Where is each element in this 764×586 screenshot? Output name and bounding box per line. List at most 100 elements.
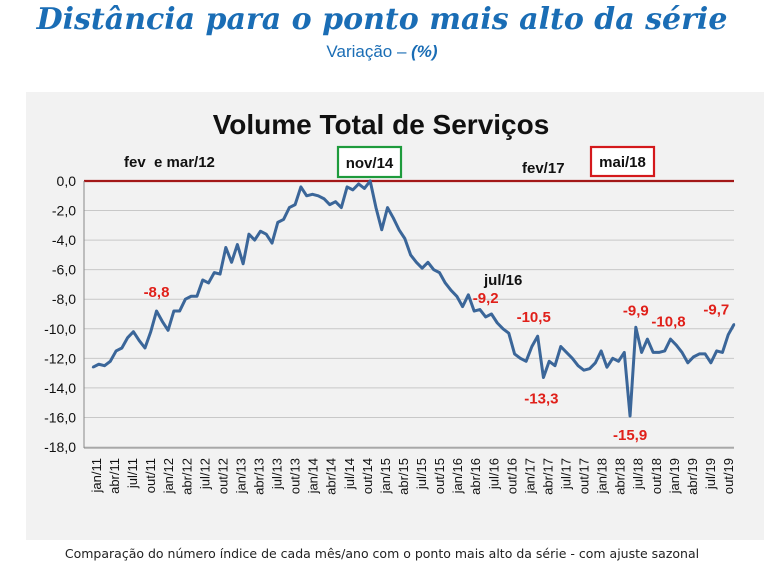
data-point [594,361,597,364]
x-tick-label: abr/17 [540,458,555,495]
x-tick-label: jan/13 [233,458,248,494]
data-point [270,241,274,245]
data-point [265,233,268,236]
x-tick-label: abr/18 [613,458,628,495]
data-point [420,266,424,270]
x-tick-label: out/16 [504,458,519,494]
x-tick-label: abr/13 [252,458,267,495]
data-label: -13,3 [524,391,558,408]
data-point [207,281,210,285]
y-tick-label: -4,0 [52,232,76,248]
data-point [490,312,493,316]
y-tick-label: -12,0 [44,350,76,366]
page-subtitle: Variação – (%) [0,42,764,62]
data-point [640,351,643,354]
y-tick-label: -10,0 [44,321,76,337]
data-point [663,349,666,353]
data-point [588,367,591,370]
data-point [293,203,297,206]
data-point [472,309,476,313]
data-point [524,360,528,363]
data-point [340,206,343,209]
x-tick-label: jan/11 [89,458,104,493]
chart-title: Volume Total de Serviços [213,109,550,140]
subtitle-prefix: Variação – [326,42,412,61]
data-point [646,337,649,341]
data-point [438,271,441,274]
x-tick-label: out/12 [215,458,230,494]
data-point [559,345,562,348]
data-point [317,194,320,197]
data-point [703,352,707,356]
data-point [519,357,522,360]
data-point [478,308,482,311]
data-point [126,336,129,339]
x-tick-label: abr/16 [468,458,483,495]
data-point [432,268,435,271]
x-axis: jan/11 abr/11 jul/11 out/11 jan/12 abr/12 jul/… [83,181,736,495]
data-point [449,289,453,292]
data-point [380,228,383,231]
data-point [397,228,401,231]
data-point [109,360,112,363]
data-point [484,315,487,319]
data-point [605,366,609,369]
data-label: -10,8 [651,314,685,331]
data-point [392,216,395,220]
data-point [455,295,459,298]
data-point [351,188,355,192]
data-label: -8,8 [144,284,170,301]
x-tick-label: out/11 [143,458,158,493]
data-point [628,414,632,418]
data-point [530,345,534,348]
data-label: -9,2 [473,290,499,307]
data-point [201,278,204,282]
data-point [328,203,331,206]
x-tick-label: out/15 [432,458,447,494]
x-tick-label: jul/18 [631,458,646,490]
data-point [507,332,510,335]
data-point [97,363,100,366]
data-point [657,351,661,354]
data-point [288,206,291,209]
x-tick-label: jul/15 [414,458,429,490]
annotations: -8,8 -9,2 -10,5 -13,3 -9,9 -15,9 -10,8 -9,7 [144,284,730,444]
data-point [409,253,412,257]
x-tick-label: jan/18 [595,458,610,494]
y-tick-label: -6,0 [52,262,76,278]
data-point [172,309,176,313]
data-point [305,194,308,197]
x-tick-label: jul/16 [486,458,501,490]
y-tick-label: -2,0 [52,203,76,219]
data-point [403,237,407,240]
x-tick-label: jul/12 [197,458,212,490]
data-point [576,364,580,367]
page-title: Distância para o ponto mais alto da séri… [36,2,728,37]
data-point [680,351,684,354]
data-point [138,339,141,342]
data-point [727,333,730,336]
data-point [103,364,106,367]
data-point [311,193,314,196]
data-point [299,185,303,189]
data-point [189,295,193,298]
data-point [241,262,245,265]
grid [84,210,734,448]
data-point [634,326,638,329]
data-point [213,271,216,274]
data-point [599,349,603,353]
period-box-nov-14 [336,145,403,179]
x-tick-label: jan/16 [450,458,465,494]
data-point [698,352,701,356]
x-tick-label: out/19 [721,458,736,494]
data-point [542,376,545,379]
data-point [195,295,199,298]
data-point [357,182,360,186]
x-tick-label: jan/17 [522,458,537,494]
x-tick-label: jul/17 [558,458,573,490]
data-point [120,346,124,350]
x-tick-label: out/18 [649,458,664,494]
data-point [582,368,586,372]
x-tick-label: abr/19 [685,458,700,495]
